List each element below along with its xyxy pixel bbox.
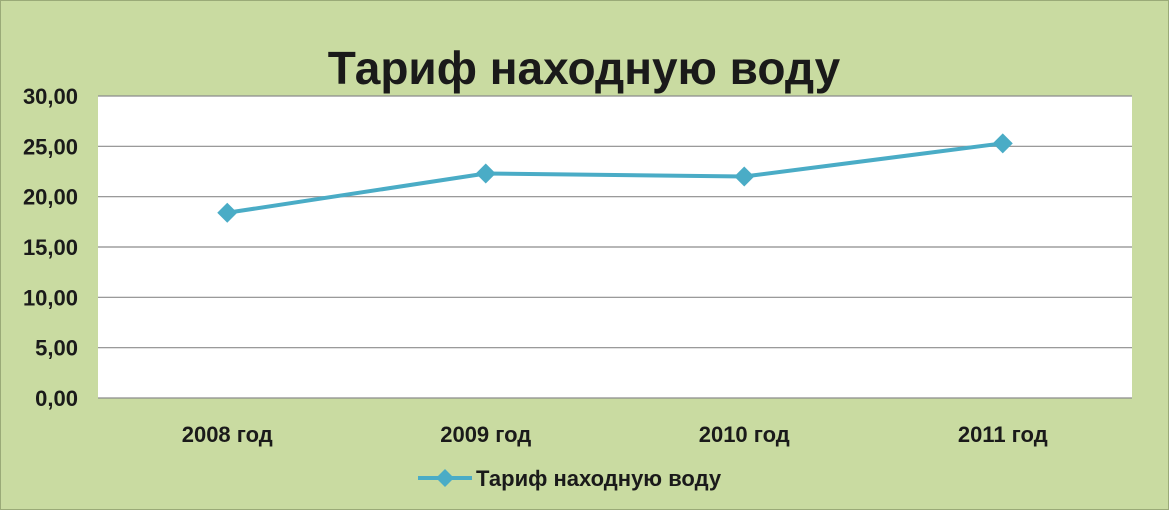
data-point bbox=[217, 202, 238, 223]
data-point bbox=[734, 166, 755, 187]
x-tick-label: 2011 год bbox=[958, 422, 1048, 447]
x-tick-label: 2010 год bbox=[699, 422, 790, 447]
series-layer bbox=[217, 133, 1013, 223]
y-tick-label: 0,00 bbox=[35, 386, 78, 411]
data-point bbox=[475, 163, 496, 184]
y-tick-label: 25,00 bbox=[23, 134, 78, 159]
x-tick-label: 2009 год bbox=[440, 422, 531, 447]
y-tick-label: 5,00 bbox=[35, 336, 78, 361]
y-tick-label: 15,00 bbox=[23, 235, 78, 260]
y-tick-label: 20,00 bbox=[23, 185, 78, 210]
legend: Тариф находную воду bbox=[418, 466, 722, 491]
y-axis-ticks: 0,00 5,00 10,00 15,00 20,00 25,00 30,00 bbox=[23, 84, 78, 411]
gridlines bbox=[98, 95, 1132, 399]
y-tick-label: 10,00 bbox=[23, 285, 78, 310]
x-tick-label: 2008 год bbox=[182, 422, 273, 447]
legend-marker bbox=[436, 469, 454, 487]
x-axis-ticks: 2008 год 2009 год 2010 год 2011 год bbox=[182, 422, 1048, 447]
data-point bbox=[992, 133, 1013, 154]
series-line bbox=[226, 141, 1004, 215]
legend-label: Тариф находную воду bbox=[476, 466, 722, 491]
chart-title: Тариф находную воду bbox=[328, 42, 841, 94]
y-tick-label: 30,00 bbox=[23, 84, 78, 109]
